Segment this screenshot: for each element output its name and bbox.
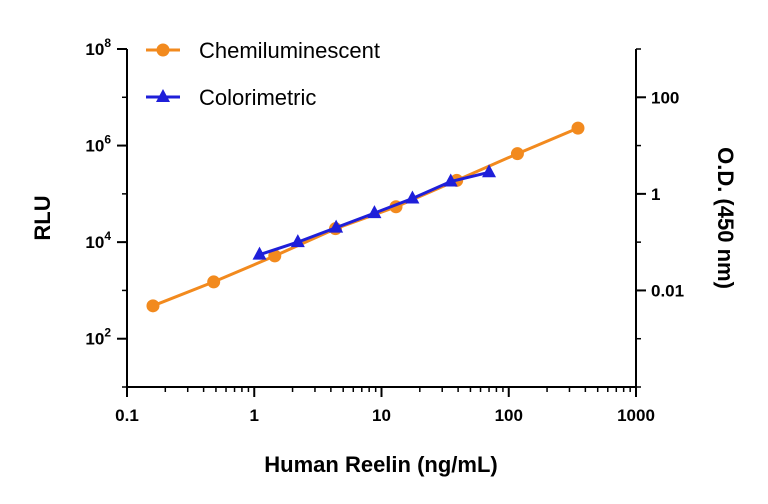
y-tick-base: 10 xyxy=(85,40,104,59)
legend-marker-colorimetric xyxy=(156,89,170,102)
x-tick-label: 100 xyxy=(495,406,523,425)
y-axis-title: RLU xyxy=(30,195,55,240)
legend-label-chemiluminescent: Chemiluminescent xyxy=(199,38,380,63)
data-point-colorimetric xyxy=(329,219,344,233)
y-tick-base: 10 xyxy=(85,137,104,156)
data-point-colorimetric xyxy=(290,234,305,248)
x-tick-label: 1000 xyxy=(617,406,655,425)
y-tick-base: 10 xyxy=(85,233,104,252)
y-tick-exponent: 8 xyxy=(104,36,111,50)
y-tick-label: 108 xyxy=(85,36,111,59)
y2-axis-ticks: 0.01 1 100 xyxy=(636,48,684,388)
legend-label-colorimetric: Colorimetric xyxy=(199,85,316,110)
data-point-chemiluminescent xyxy=(510,147,524,161)
y-tick-label: 102 xyxy=(85,326,111,349)
y-tick-exponent: 6 xyxy=(104,133,111,147)
data-point-chemiluminescent xyxy=(571,121,585,135)
data-point-colorimetric xyxy=(367,205,382,219)
legend-marker-chemiluminescent xyxy=(156,43,170,57)
y2-tick-label: 0.01 xyxy=(651,281,684,300)
legend-item-colorimetric: Colorimetric xyxy=(146,85,316,110)
x-tick-label: 1 xyxy=(250,406,259,425)
data-point-chemiluminescent xyxy=(146,299,160,313)
y-tick-exponent: 4 xyxy=(104,229,111,243)
x-axis-title: Human Reelin (ng/mL) xyxy=(264,452,497,477)
y-tick-exponent: 2 xyxy=(104,326,111,340)
y2-axis-title: O.D. (450 nm) xyxy=(713,147,738,289)
x-axis-ticks: 0.1 1 10 100 1000 xyxy=(115,387,655,425)
y-tick-base: 10 xyxy=(85,330,104,349)
y-tick-label: 104 xyxy=(85,229,111,252)
legend-item-chemiluminescent: Chemiluminescent xyxy=(146,38,380,63)
series-layer xyxy=(146,121,585,313)
data-point-colorimetric xyxy=(482,164,497,178)
data-point-colorimetric xyxy=(252,246,267,260)
y-tick-label: 106 xyxy=(85,133,111,156)
y2-tick-label: 1 xyxy=(651,185,660,204)
x-tick-label: 0.1 xyxy=(115,406,139,425)
y2-tick-label: 100 xyxy=(651,88,679,107)
legend: Chemiluminescent Colorimetric xyxy=(146,38,380,110)
data-point-colorimetric xyxy=(405,190,420,204)
data-point-chemiluminescent xyxy=(268,249,282,263)
x-tick-label: 10 xyxy=(372,406,391,425)
data-point-chemiluminescent xyxy=(207,275,221,289)
data-point-colorimetric xyxy=(443,173,458,187)
